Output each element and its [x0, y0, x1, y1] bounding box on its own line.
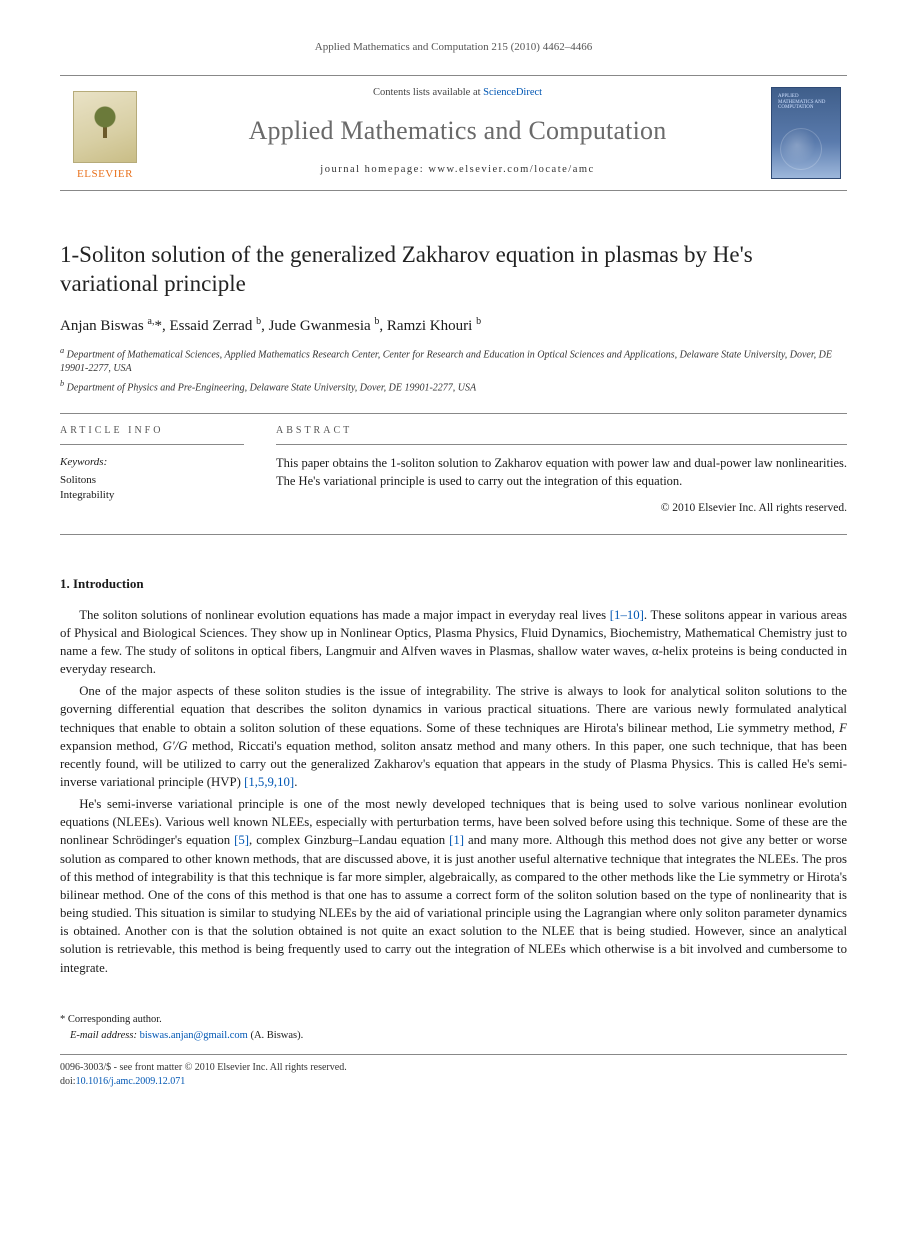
- citation-1-10[interactable]: [1–10]: [610, 608, 644, 622]
- citation-1[interactable]: [1]: [449, 833, 464, 847]
- intro-paragraph-2: One of the major aspects of these solito…: [60, 682, 847, 791]
- contents-prefix: Contents lists available at: [373, 87, 483, 98]
- article-info-column: ARTICLE INFO Keywords: Solitons Integrab…: [60, 414, 260, 534]
- keyword-2: Integrability: [60, 488, 244, 503]
- intro-paragraph-3: He's semi-inverse variational principle …: [60, 795, 847, 977]
- journal-name: Applied Mathematics and Computation: [158, 113, 757, 149]
- intro-paragraph-1: The soliton solutions of nonlinear evolu…: [60, 606, 847, 679]
- masthead-center: Contents lists available at ScienceDirec…: [150, 76, 765, 190]
- cover-art-icon: [780, 128, 822, 170]
- corresponding-email-link[interactable]: biswas.anjan@gmail.com: [140, 1030, 248, 1041]
- email-owner: (A. Biswas).: [250, 1030, 303, 1041]
- p3-text-b: , complex Ginzburg–Landau equation: [249, 833, 449, 847]
- elsevier-tree-icon: [73, 91, 137, 163]
- running-head: Applied Mathematics and Computation 215 …: [60, 40, 847, 55]
- p2-text-a: One of the major aspects of these solito…: [60, 684, 847, 789]
- journal-cover-thumbnail: APPLIED MATHEMATICS AND COMPUTATION: [771, 87, 841, 179]
- affiliation-a: a Department of Mathematical Sciences, A…: [60, 345, 847, 376]
- doi-line: doi:10.1016/j.amc.2009.12.071: [60, 1075, 847, 1089]
- article-title: 1-Soliton solution of the generalized Za…: [60, 241, 847, 299]
- section-1-heading: 1. Introduction: [60, 575, 847, 593]
- p3-text-c: and many more. Although this method does…: [60, 833, 847, 974]
- doi-block: 0096-3003/$ - see front matter © 2010 El…: [60, 1054, 847, 1089]
- sciencedirect-link[interactable]: ScienceDirect: [483, 87, 542, 98]
- journal-homepage-line: journal homepage: www.elsevier.com/locat…: [158, 163, 757, 178]
- publisher-name: ELSEVIER: [77, 167, 133, 182]
- corresponding-email-line: E-mail address: biswas.anjan@gmail.com (…: [70, 1029, 847, 1044]
- front-matter-copyright: 0096-3003/$ - see front matter © 2010 El…: [60, 1061, 847, 1075]
- contents-available-line: Contents lists available at ScienceDirec…: [158, 86, 757, 101]
- affiliation-a-text: Department of Mathematical Sciences, App…: [60, 349, 832, 374]
- abstract-text: This paper obtains the 1-soliton solutio…: [276, 455, 847, 490]
- abstract-copyright: © 2010 Elsevier Inc. All rights reserved…: [276, 500, 847, 516]
- citation-1-5-9-10[interactable]: [1,5,9,10]: [244, 775, 294, 789]
- affiliation-b-text: Department of Physics and Pre-Engineerin…: [67, 382, 476, 393]
- article-info-label: ARTICLE INFO: [60, 424, 244, 445]
- keyword-1: Solitons: [60, 473, 244, 488]
- cover-thumb-block: APPLIED MATHEMATICS AND COMPUTATION: [765, 76, 847, 190]
- affiliation-b: b Department of Physics and Pre-Engineer…: [60, 378, 847, 395]
- author-list: Anjan Biswas a,*, Essaid Zerrad b, Jude …: [60, 315, 847, 337]
- doi-link[interactable]: 10.1016/j.amc.2009.12.071: [76, 1076, 186, 1087]
- p1-text-a: The soliton solutions of nonlinear evolu…: [79, 608, 610, 622]
- email-label: E-mail address:: [70, 1030, 137, 1041]
- affiliations: a Department of Mathematical Sciences, A…: [60, 345, 847, 396]
- abstract-label: ABSTRACT: [276, 424, 847, 445]
- page-footer: Corresponding author. E-mail address: bi…: [60, 1013, 847, 1089]
- homepage-url[interactable]: www.elsevier.com/locate/amc: [428, 164, 594, 175]
- journal-masthead: ELSEVIER Contents lists available at Sci…: [60, 75, 847, 191]
- cover-caption: APPLIED MATHEMATICS AND COMPUTATION: [778, 94, 834, 111]
- citation-5[interactable]: [5]: [234, 833, 249, 847]
- abstract-column: ABSTRACT This paper obtains the 1-solito…: [260, 414, 847, 534]
- homepage-prefix: journal homepage:: [320, 164, 428, 175]
- doi-label: doi:: [60, 1076, 76, 1087]
- corresponding-author-note: Corresponding author.: [60, 1013, 847, 1028]
- keywords-heading: Keywords:: [60, 455, 244, 470]
- publisher-logo-block: ELSEVIER: [60, 76, 150, 190]
- p2-text-b: .: [294, 775, 297, 789]
- info-abstract-row: ARTICLE INFO Keywords: Solitons Integrab…: [60, 413, 847, 535]
